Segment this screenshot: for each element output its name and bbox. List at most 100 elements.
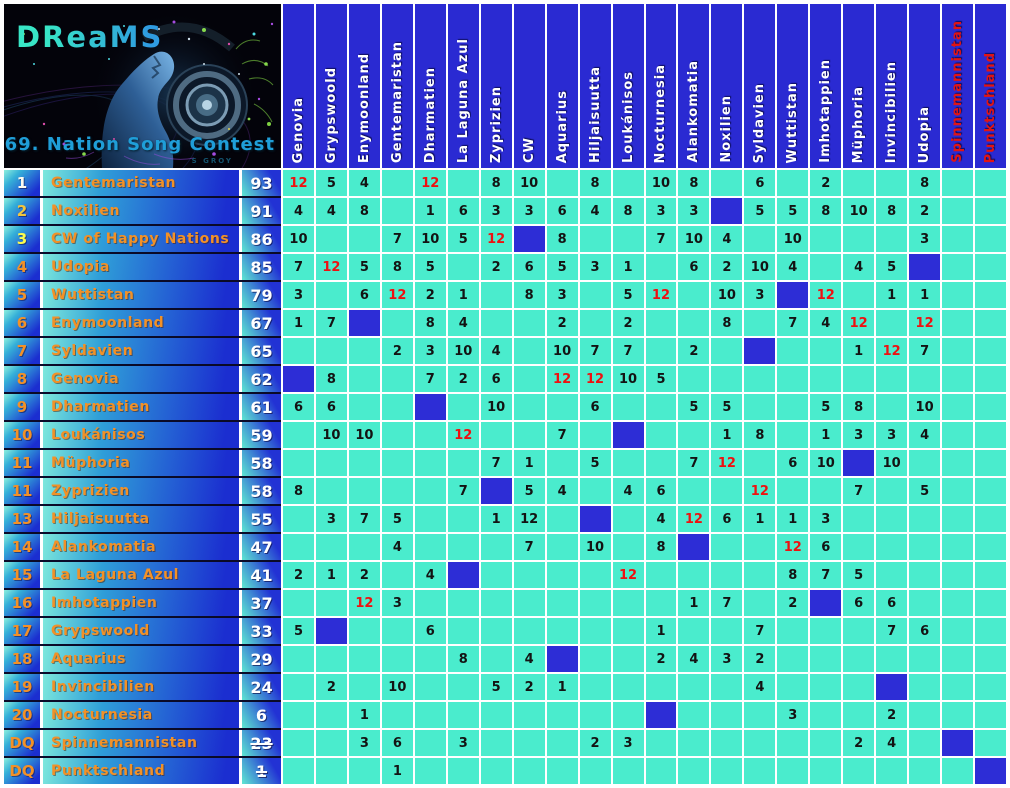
country-name: Wuttistan [43,282,239,308]
rank-cell: DQ [4,758,40,784]
points-cell: 4 [381,534,413,560]
points-cell: 4 [447,310,479,336]
points-cell [513,758,545,784]
points-cell: 5 [513,478,545,504]
points-cell [810,226,842,252]
points-cell: 7 [480,450,512,476]
points-cell [777,394,809,420]
points-cell [942,674,974,700]
points-cell [975,422,1006,448]
points-cell: 6 [348,282,380,308]
points-cell: 5 [678,394,710,420]
points-cell [876,758,908,784]
points-cell: 4 [876,730,908,756]
points-cell [381,310,413,336]
points-cell: 3 [777,702,809,728]
points-cell: 2 [843,730,875,756]
points-cell: 4 [315,198,347,224]
points-cell: 2 [513,674,545,700]
points-cell: 10 [414,226,446,252]
points-cell: 1 [909,282,941,308]
column-header-label: CW [521,137,537,163]
points-cell [414,590,446,616]
points-cell: 4 [678,646,710,672]
column-header-label: Zyprizien [488,85,504,163]
points-cell [876,170,908,196]
points-cell [348,226,380,252]
points-cell [876,310,908,336]
points-cell [975,310,1006,336]
points-cell [810,702,842,728]
points-cell: 10 [876,450,908,476]
points-cell [843,702,875,728]
points-cell [810,478,842,504]
column-header-label: Hiljaisuutta [587,66,603,163]
points-cell [942,758,974,784]
table-row-enymoonland: 6 Enymoonland 67 [4,310,281,336]
column-header-label: Punktschland [983,51,999,163]
points-cell [480,282,512,308]
rank-cell: 3 [4,226,40,252]
points-cell: 10 [513,170,545,196]
country-name: Hiljaisuutta [43,506,239,532]
table-row-gentemaristan: 1 Gentemaristan 93 [4,170,281,196]
points-cell [876,226,908,252]
points-cell: 8 [810,198,842,224]
points-cell: 3 [480,198,512,224]
points-cell [777,478,809,504]
column-header-label: Udopia [917,105,933,163]
points-cell: 3 [810,506,842,532]
points-cell [909,450,941,476]
column-header-label: Noxilien [719,95,735,163]
points-cell: 1 [381,758,413,784]
country-name: Invincibilien [43,674,239,700]
points-cell [975,590,1006,616]
column-header-cw: CW [513,4,545,168]
column-header-syldavien: Syldavien [744,4,776,168]
points-cell: 3 [381,590,413,616]
points-cell: 8 [414,310,446,336]
points-cell: 7 [546,422,578,448]
column-header-label: Grypswoold [323,66,339,163]
points-cell [810,674,842,700]
column-header-genovia: Genovia [283,4,314,168]
points-cell: 3 [843,422,875,448]
points-cell [447,758,479,784]
points-cell: 5 [744,198,776,224]
points-cell: 6 [414,618,446,644]
points-cell: 12 [678,506,710,532]
points-cell [645,674,677,700]
points-cell: 7 [645,226,677,252]
points-cell: 6 [843,590,875,616]
rank-cell: 11 [4,478,40,504]
points-cell: 7 [744,618,776,644]
points-cell: 10 [447,338,479,364]
points-cell [942,254,974,280]
self-cell [678,534,710,560]
points-cell: 3 [513,198,545,224]
points-cell [975,226,1006,252]
points-cell [909,646,941,672]
points-cell [876,562,908,588]
column-header-grypswoold: Grypswoold [315,4,347,168]
column-header-label: Dharmatien [422,66,438,163]
points-cell [447,506,479,532]
points-cell [744,366,776,392]
column-header-label: Müphoria [851,85,867,163]
points-cell [777,758,809,784]
rank-cell: 5 [4,282,40,308]
points-cell: 5 [909,478,941,504]
points-cell: 4 [777,254,809,280]
points-cell: 4 [711,226,743,252]
points-cell [546,618,578,644]
self-cell [348,310,380,336]
points-cell: 5 [579,450,611,476]
points-cell [315,730,347,756]
points-cell: 10 [744,254,776,280]
points-cell: 6 [381,730,413,756]
points-cell [414,702,446,728]
points-cell [315,478,347,504]
points-cell: 12 [909,310,941,336]
country-name: Udopia [43,254,239,280]
points-cell: 10 [480,394,512,420]
